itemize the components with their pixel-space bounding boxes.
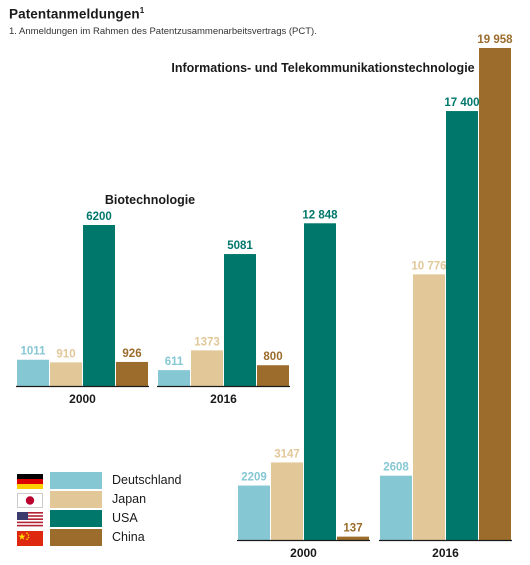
japan-flag-icon <box>17 493 43 508</box>
category-label-bio-2016: 2016 <box>210 392 237 406</box>
bar-bio-2000-deutschland <box>17 359 49 386</box>
data-label-bio-2000-deutschland: 1011 <box>21 346 47 358</box>
legend-label-deutschland: Deutschland <box>112 473 182 487</box>
data-label-ikt-2000-deutschland: 2209 <box>241 472 267 484</box>
bar-bio-2000-usa <box>83 225 115 386</box>
bar-bio-2000-japan <box>50 362 82 386</box>
data-label-ikt-2016-usa: 17 400 <box>444 97 479 109</box>
legend-swatch-usa <box>50 510 102 527</box>
data-label-bio-2016-deutschland: 611 <box>165 356 184 368</box>
bar-ikt-2016-china <box>479 48 511 540</box>
bar-ikt-2016-deutschland <box>380 475 412 540</box>
bar-bio-2000-china <box>116 361 148 386</box>
bar-bio-2016-china <box>257 365 289 386</box>
chart-title: Patentanmeldungen1 <box>9 6 144 22</box>
bar-ikt-2000-japan <box>271 462 303 540</box>
bar-bio-2016-usa <box>224 254 256 386</box>
legend-item-japan: Japan <box>17 491 197 509</box>
data-label-ikt-2000-usa: 12 848 <box>302 209 338 221</box>
chart-title-text: Patentanmeldungen <box>9 6 140 22</box>
data-label-ikt-2016-deutschland: 2608 <box>383 462 409 474</box>
germany-flag-icon <box>17 474 43 489</box>
data-label-ikt-2000-china: 137 <box>343 523 362 535</box>
data-label-ikt-2016-japan: 10 776 <box>411 260 446 272</box>
chart-title-bio: Biotechnologie <box>105 193 195 207</box>
legend-item-china: China <box>17 529 197 547</box>
data-label-bio-2000-usa: 6200 <box>86 211 112 223</box>
legend-swatch-deutschland <box>50 472 102 489</box>
data-label-bio-2016-china: 800 <box>263 351 282 363</box>
bar-ikt-2000-usa <box>304 223 336 540</box>
data-label-bio-2000-japan: 910 <box>56 348 75 360</box>
data-label-ikt-2016-china: 19 958 <box>477 34 513 46</box>
legend-item-usa: USA <box>17 510 197 528</box>
bar-ikt-2016-usa <box>446 111 478 540</box>
title-footnote-marker: 1 <box>139 6 145 15</box>
china-flag-icon <box>17 531 43 546</box>
data-label-bio-2000-china: 926 <box>122 348 141 360</box>
chart-title-ikt: Informations- und Telekommunikationstech… <box>171 61 474 75</box>
legend-swatch-japan <box>50 491 102 508</box>
legend-label-china: China <box>112 530 145 544</box>
data-label-bio-2016-japan: 1373 <box>194 336 220 348</box>
category-label-bio-2000: 2000 <box>69 392 96 406</box>
bar-ikt-2000-deutschland <box>238 485 270 540</box>
bar-ikt-2016-japan <box>413 274 445 540</box>
bar-ikt-2000-china <box>337 536 369 540</box>
usa-flag-icon <box>17 512 43 527</box>
data-label-bio-2016-usa: 5081 <box>227 240 253 252</box>
legend-swatch-china <box>50 529 102 546</box>
legend-label-japan: Japan <box>112 492 147 506</box>
bar-bio-2016-japan <box>191 350 223 386</box>
category-label-ikt-2016: 2016 <box>432 546 459 560</box>
data-label-ikt-2000-japan: 3147 <box>274 448 300 460</box>
bar-bio-2016-deutschland <box>158 370 190 386</box>
legend-label-usa: USA <box>112 511 138 525</box>
category-label-ikt-2000: 2000 <box>290 546 317 560</box>
legend-item-deutschland: Deutschland <box>17 472 197 490</box>
chart-footnote: 1. Anmeldungen im Rahmen des Patentzusam… <box>9 26 317 37</box>
